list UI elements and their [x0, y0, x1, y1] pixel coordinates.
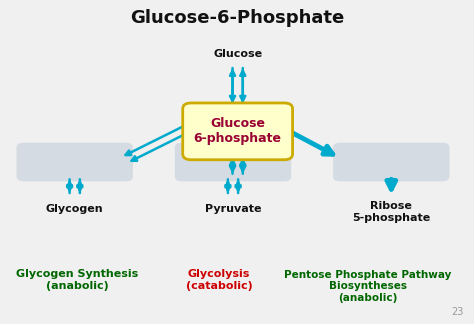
Text: Glycogen Synthesis
(anabolic): Glycogen Synthesis (anabolic) — [16, 269, 138, 291]
Text: Glucose: Glucose — [213, 49, 262, 59]
Text: Ribose
5-phosphate: Ribose 5-phosphate — [352, 201, 430, 223]
Text: Glycogen: Glycogen — [46, 204, 103, 214]
FancyBboxPatch shape — [175, 143, 291, 181]
Text: Glycolysis
(catabolic): Glycolysis (catabolic) — [186, 269, 253, 291]
Text: Glucose-6-Phosphate: Glucose-6-Phosphate — [130, 9, 345, 27]
Text: 23: 23 — [451, 307, 464, 317]
FancyBboxPatch shape — [333, 143, 449, 181]
Text: Pyruvate: Pyruvate — [205, 204, 261, 214]
FancyBboxPatch shape — [17, 143, 133, 181]
Text: Pentose Phosphate Pathway
Biosyntheses
(anabolic): Pentose Phosphate Pathway Biosyntheses (… — [284, 270, 452, 303]
FancyBboxPatch shape — [182, 103, 292, 160]
Text: Glucose
6-phosphate: Glucose 6-phosphate — [194, 117, 282, 145]
